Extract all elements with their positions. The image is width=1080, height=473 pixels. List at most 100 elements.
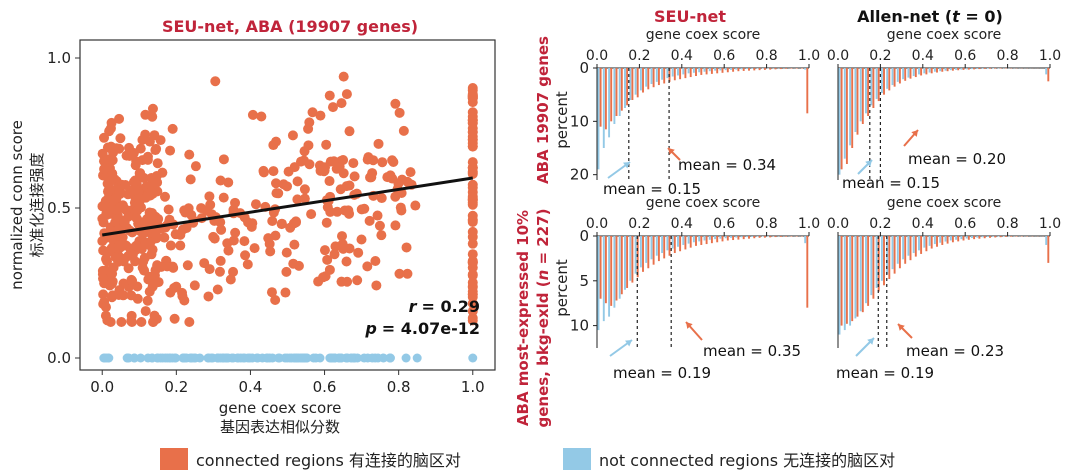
connected-point <box>131 213 142 224</box>
connected-bar <box>967 68 970 70</box>
hist-y-tick-label: 20 <box>570 166 589 184</box>
connected-point <box>150 277 161 288</box>
not-connected-bar <box>949 236 952 241</box>
connected-bar <box>763 236 766 238</box>
not-connected-bar <box>597 68 600 170</box>
connected-point <box>185 174 196 185</box>
connected-bar <box>695 68 697 76</box>
not-connected-bar <box>880 68 883 94</box>
connected-bar <box>904 236 907 264</box>
not-connected-bar <box>634 68 637 95</box>
connected-point <box>181 222 192 233</box>
connected-point <box>159 191 170 202</box>
connected-point <box>247 109 258 120</box>
not-connected-bar <box>740 68 743 70</box>
hist-x-tick-label: 1.0 <box>1039 216 1061 232</box>
connected-bar <box>642 68 644 93</box>
connected-point <box>250 199 261 210</box>
connected-point <box>112 204 123 215</box>
not-connected-bar <box>745 68 748 70</box>
connected-bar <box>684 236 687 250</box>
not-connected-bar <box>645 236 648 263</box>
connected-bar <box>742 236 745 240</box>
p-stat: p = 4.07e-12 <box>364 319 480 338</box>
connected-point <box>324 176 335 187</box>
connected-bar <box>983 236 986 239</box>
hist-y-tick-label: 10 <box>570 317 589 335</box>
not-connected-bar <box>928 68 931 73</box>
not-connected-bar <box>976 236 979 238</box>
row-label-bottom-prefix: genes, bkg-exld ( <box>534 280 552 427</box>
connected-point <box>97 265 108 276</box>
connected-point <box>101 254 112 265</box>
not-connected-bar <box>981 68 984 69</box>
connected-point <box>467 199 478 210</box>
connected-point <box>121 150 132 161</box>
not-connected-bar <box>804 236 807 244</box>
scatter-y-label-cn: 标准化连接强度 <box>28 152 46 257</box>
not-connected-point <box>247 353 257 363</box>
connected-point <box>467 215 478 226</box>
connected-point <box>145 190 156 201</box>
connected-point <box>376 193 387 204</box>
not-connected-bar <box>751 236 754 237</box>
connected-point <box>150 145 161 156</box>
connected-bar <box>695 236 697 246</box>
not-connected-bar <box>965 236 968 239</box>
connected-bar <box>957 236 960 242</box>
not-connected-bar <box>944 236 947 242</box>
mean-not-connected-arrowhead <box>625 340 632 347</box>
connected-point <box>121 205 132 216</box>
connected-point <box>370 256 381 267</box>
connected-bar <box>753 236 756 239</box>
connected-bar <box>914 236 917 257</box>
connected-bar <box>620 68 623 111</box>
connected-bar <box>840 68 843 170</box>
not-connected-bar <box>703 236 706 241</box>
connected-point <box>467 134 478 145</box>
hist-x-tick-label: 0.2 <box>628 216 650 232</box>
connected-point <box>119 217 130 228</box>
connected-bar <box>994 236 997 238</box>
connected-point <box>398 125 409 136</box>
connected-point <box>216 224 227 235</box>
connected-point <box>203 291 214 302</box>
connected-point <box>209 233 220 244</box>
not-connected-point <box>143 353 153 363</box>
connected-point <box>377 157 388 168</box>
connected-point <box>165 287 176 298</box>
connected-point <box>366 172 377 183</box>
connected-bar <box>983 68 986 69</box>
connected-point <box>107 276 118 287</box>
not-connected-bar <box>629 68 632 100</box>
not-connected-bar <box>896 68 899 82</box>
connected-point <box>165 240 176 251</box>
hist-x-tick-label: 0.0 <box>586 48 608 64</box>
scatter-x-tick-label: 0.0 <box>90 378 114 396</box>
mean-not-connected-arrowhead <box>623 162 630 169</box>
connected-point <box>373 138 384 149</box>
connected-point <box>126 290 137 301</box>
connected-bar <box>978 68 981 70</box>
connected-point <box>152 260 163 271</box>
scatter-x-label-cn: 基因表达相似分数 <box>220 418 340 436</box>
mean-connected-label: mean = 0.34 <box>678 156 776 174</box>
connected-point <box>322 254 333 265</box>
not-connected-point <box>100 353 110 363</box>
not-connected-bar <box>687 236 690 244</box>
connected-bar <box>888 68 891 91</box>
connected-point <box>268 140 279 151</box>
not-connected-bar <box>671 236 674 249</box>
connected-point <box>328 156 339 167</box>
not-connected-bar <box>730 236 732 238</box>
connected-bar <box>620 236 623 295</box>
connected-point <box>98 289 109 300</box>
connected-point <box>288 258 299 269</box>
not-connected-bar <box>661 236 664 254</box>
not-connected-bar <box>992 236 995 237</box>
connected-point <box>179 295 190 306</box>
not-connected-bar <box>870 236 873 296</box>
connected-bar <box>642 236 644 272</box>
connected-point <box>249 243 260 254</box>
connected-point <box>137 134 148 145</box>
